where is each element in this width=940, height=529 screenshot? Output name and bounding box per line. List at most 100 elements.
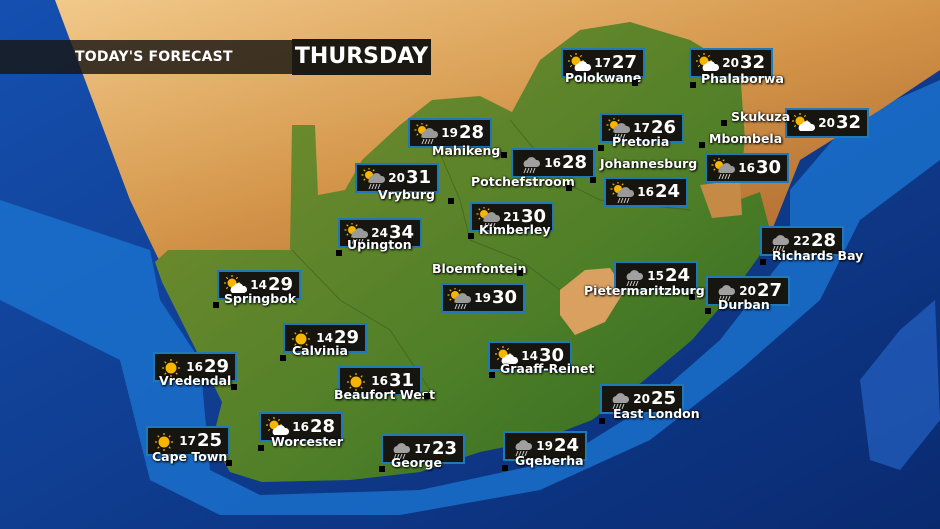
city-label-richards-bay: Richards Bay <box>772 248 864 263</box>
max-temp: 32 <box>739 52 765 73</box>
day-box: THURSDAY <box>292 39 431 75</box>
min-temp: 16 <box>186 360 203 374</box>
city-marker <box>760 259 766 265</box>
city-marker <box>379 466 385 472</box>
sun-cloud-icon <box>495 346 518 364</box>
city-marker <box>501 152 507 158</box>
city-marker <box>280 355 286 361</box>
city-marker <box>336 250 342 256</box>
city-marker <box>632 80 638 86</box>
rain-icon <box>626 270 644 287</box>
min-temp: 20 <box>818 116 835 130</box>
max-temp: 29 <box>203 356 229 377</box>
city-label-kimberley: Kimberley <box>479 222 551 237</box>
forecast-box-vredendal: 16 29 <box>153 352 237 382</box>
min-temp: 19 <box>441 126 458 140</box>
forecast-box-johannesburg: 16 24 <box>604 177 688 207</box>
max-temp: 23 <box>431 438 457 459</box>
city-label-potchefstroom: Potchefstroom <box>471 174 575 189</box>
max-temp: 32 <box>835 112 861 133</box>
city-label-durban: Durban <box>718 297 770 312</box>
city-label-upington: Upington <box>347 237 412 252</box>
city-label-pietermaritzburg: Pietermaritzburg <box>584 283 705 298</box>
sun-cloud-icon <box>568 53 591 71</box>
sun-cloud-icon <box>224 275 247 293</box>
min-temp: 17 <box>594 56 611 70</box>
min-temp: 16 <box>738 161 755 175</box>
rain-icon <box>393 443 411 460</box>
forecast-box-worcester: 16 28 <box>259 412 343 442</box>
city-label-pretoria: Pretoria <box>612 134 670 149</box>
max-temp: 24 <box>553 435 579 456</box>
city-label-phalaborwa: Phalaborwa <box>701 71 784 86</box>
min-temp: 14 <box>250 278 267 292</box>
max-temp: 25 <box>196 430 222 451</box>
min-temp: 14 <box>316 331 333 345</box>
forecast-box-skukuza: 20 32 <box>785 108 869 138</box>
forecast-box-east-london: 20 25 <box>600 384 684 414</box>
city-label-mbombela: Mbombela <box>709 131 783 146</box>
sun-cloud-rain-icon <box>447 288 471 310</box>
max-temp: 31 <box>405 167 431 188</box>
forecast-box-upington: 24 34 <box>338 218 422 248</box>
rain-icon <box>612 393 630 410</box>
sun-cloud-rain-icon <box>361 168 385 190</box>
city-label-cape-town: Cape Town <box>152 449 228 464</box>
sun-cloud-rain-icon <box>610 182 634 204</box>
max-temp: 34 <box>388 222 414 243</box>
city-marker <box>489 372 495 378</box>
forecast-box-george: 17 23 <box>381 434 465 464</box>
city-label-polokwane: Polokwane <box>565 70 642 85</box>
min-temp: 20 <box>739 284 756 298</box>
city-marker <box>690 82 696 88</box>
forecast-box-gqeberha: 19 24 <box>503 431 587 461</box>
forecast-box-beaufort-west: 16 31 <box>338 366 422 396</box>
city-label-mahikeng: Mahikeng <box>432 143 501 158</box>
city-marker <box>721 120 727 126</box>
forecast-box-vryburg: 20 31 <box>355 163 439 193</box>
min-temp: 19 <box>474 291 491 305</box>
sun-cloud-icon <box>696 53 719 71</box>
max-temp: 24 <box>664 265 690 286</box>
max-temp: 30 <box>491 287 517 308</box>
city-label-graaff-reinet: Graaff-Reinet <box>500 361 595 376</box>
forecast-box-potchefstroom: 16 28 <box>511 148 595 178</box>
city-marker <box>502 465 508 471</box>
max-temp: 30 <box>755 157 781 178</box>
sun-icon <box>155 433 173 451</box>
forecast-box-polokwane: 17 27 <box>561 48 645 78</box>
max-temp: 26 <box>650 117 676 138</box>
forecast-box-richards-bay: 22 28 <box>760 226 844 256</box>
min-temp: 16 <box>371 374 388 388</box>
min-temp: 20 <box>633 392 650 406</box>
city-label-beaufort-west: Beaufort West <box>334 387 436 402</box>
max-temp: 28 <box>309 416 335 437</box>
forecast-box-durban: 20 27 <box>706 276 790 306</box>
max-temp: 28 <box>810 230 836 251</box>
sun-icon <box>162 359 180 377</box>
city-label-springbok: Springbok <box>224 291 297 306</box>
forecast-box-bloemfontein: 19 30 <box>441 283 525 313</box>
city-marker <box>448 198 454 204</box>
madagascar <box>860 300 940 470</box>
min-temp: 19 <box>536 439 553 453</box>
forecast-box-calvinia: 14 29 <box>283 323 367 353</box>
header-bar <box>0 40 292 74</box>
forecast-box-mbombela: 16 30 <box>705 153 789 183</box>
city-marker <box>424 393 430 399</box>
city-label-worcester: Worcester <box>271 434 344 449</box>
min-temp: 24 <box>371 226 388 240</box>
forecast-box-cape-town: 17 25 <box>146 426 230 456</box>
sun-cloud-icon <box>266 417 289 435</box>
forecast-box-mahikeng: 19 28 <box>408 118 492 148</box>
rain-icon <box>718 285 736 302</box>
city-marker <box>226 460 232 466</box>
min-temp: 15 <box>647 269 664 283</box>
max-temp: 25 <box>650 388 676 409</box>
max-temp: 27 <box>756 280 782 301</box>
sun-cloud-icon <box>792 113 815 131</box>
sun-icon <box>292 330 310 348</box>
city-label-george: George <box>391 455 442 470</box>
city-label-east-london: East London <box>613 406 700 421</box>
sun-cloud-rain-icon <box>414 123 438 145</box>
